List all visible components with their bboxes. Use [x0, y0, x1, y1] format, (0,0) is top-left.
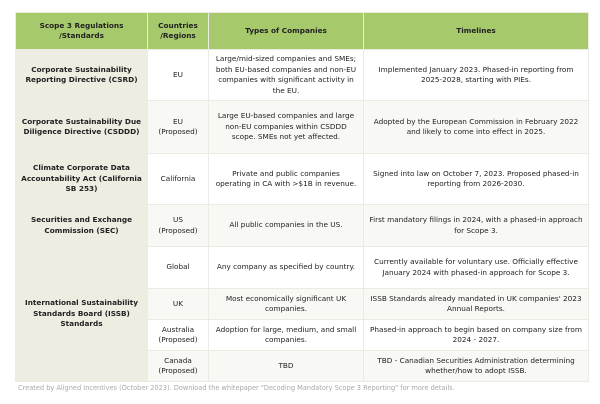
table-row: Corporate Sustainability Due Diligence D…: [15, 100, 589, 154]
scope3-regulations-table: Scope 3 Regulations /Standards Countries…: [15, 12, 589, 382]
region-cell: EU: [147, 49, 209, 101]
regulation-cell: Climate Corporate Data Accountability Ac…: [15, 153, 148, 205]
companies-cell: Most economically significant UK compani…: [208, 288, 364, 320]
region-cell: Australia (Proposed): [147, 319, 209, 351]
footer-credit: Created by Aligned Incentives (October 2…: [18, 384, 455, 392]
companies-cell: Large EU-based companies and large non-E…: [208, 100, 364, 154]
companies-cell: All public companies in the US.: [208, 204, 364, 247]
header-region: Countries /Regions: [147, 12, 209, 50]
table-row: Australia (Proposed) Adoption for large,…: [16, 319, 589, 351]
table-row: Corporate Sustainability Reporting Direc…: [15, 49, 589, 101]
region-cell: UK: [147, 288, 209, 320]
region-cell: Canada (Proposed): [147, 350, 209, 382]
table-row: Climate Corporate Data Accountability Ac…: [15, 153, 589, 205]
table-row: International Sustainability Standards B…: [15, 246, 589, 382]
regulation-cell: Corporate Sustainability Due Diligence D…: [15, 100, 148, 154]
companies-cell: Any company as specified by country.: [208, 246, 364, 289]
region-cell: EU (Proposed): [147, 100, 209, 154]
companies-cell: Private and public companies operating i…: [208, 153, 364, 205]
timelines-cell: Currently available for voluntary use. O…: [363, 246, 589, 289]
header-regulation: Scope 3 Regulations /Standards: [15, 12, 148, 50]
timelines-cell: ISSB Standards already mandated in UK co…: [363, 288, 589, 320]
table-row: Canada (Proposed) TBD TBD - Canadian Sec…: [16, 350, 589, 382]
table-header-row: Scope 3 Regulations /Standards Countries…: [15, 12, 589, 50]
table-row: Securities and Exchange Commission (SEC)…: [15, 204, 589, 247]
table-row: UK Most economically significant UK comp…: [16, 288, 589, 320]
timelines-cell: Implemented January 2023. Phased-in repo…: [363, 49, 589, 101]
timelines-cell: TBD - Canadian Securities Administration…: [363, 350, 589, 382]
companies-cell: Large/mid-sized companies and SMEs; both…: [208, 49, 364, 101]
timelines-cell: First mandatory filings in 2024, with a …: [363, 204, 589, 247]
regulation-cell: International Sustainability Standards B…: [15, 246, 148, 382]
region-cell: US (Proposed): [147, 204, 209, 247]
regulation-cell: Securities and Exchange Commission (SEC): [15, 204, 148, 247]
timelines-cell: Adopted by the European Commission in Fe…: [363, 100, 589, 154]
timelines-cell: Signed into law on October 7, 2023. Prop…: [363, 153, 589, 205]
timelines-cell: Phased-in approach to begin based on com…: [363, 319, 589, 351]
header-companies: Types of Companies: [208, 12, 364, 50]
companies-cell: TBD: [208, 350, 364, 382]
companies-cell: Adoption for large, medium, and small co…: [208, 319, 364, 351]
region-cell: California: [147, 153, 209, 205]
regulation-cell: Corporate Sustainability Reporting Direc…: [15, 49, 148, 101]
header-timelines: Timelines: [363, 12, 589, 50]
region-cell: Global: [147, 246, 209, 289]
